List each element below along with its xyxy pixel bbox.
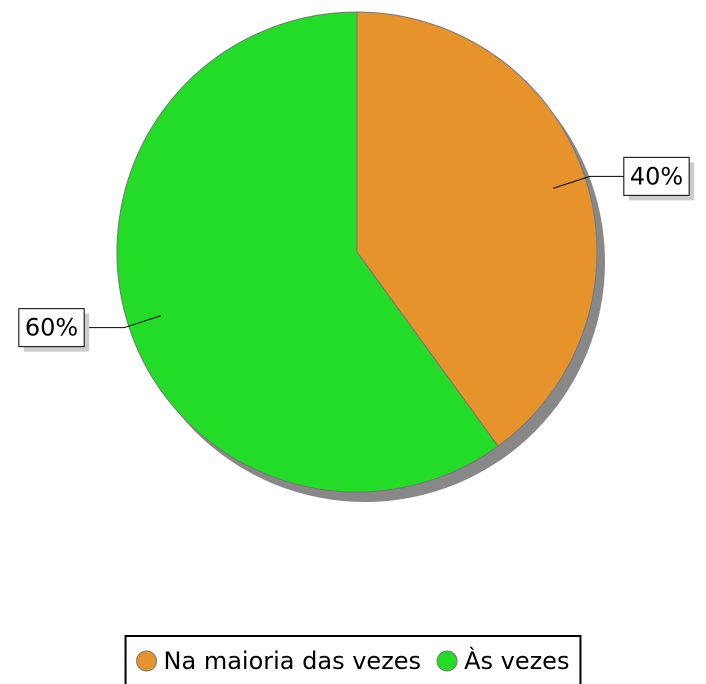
- data-label-text: 40%: [630, 162, 683, 190]
- leader-line: [84, 315, 161, 329]
- legend-label: Às vezes: [464, 646, 569, 675]
- legend-box: [124, 635, 582, 684]
- data-label-text: 60%: [25, 314, 78, 342]
- data-label: 60%: [18, 308, 90, 352]
- legend-marker: [136, 650, 158, 672]
- legend: Na maioria das vezes Às vezes: [124, 635, 582, 684]
- legend-label: Na maioria das vezes: [164, 647, 422, 675]
- data-label: 40%: [623, 156, 695, 201]
- legend-marker: [436, 650, 458, 672]
- label-box: [623, 156, 690, 196]
- label-box: [18, 308, 85, 348]
- leader-line: [553, 175, 624, 189]
